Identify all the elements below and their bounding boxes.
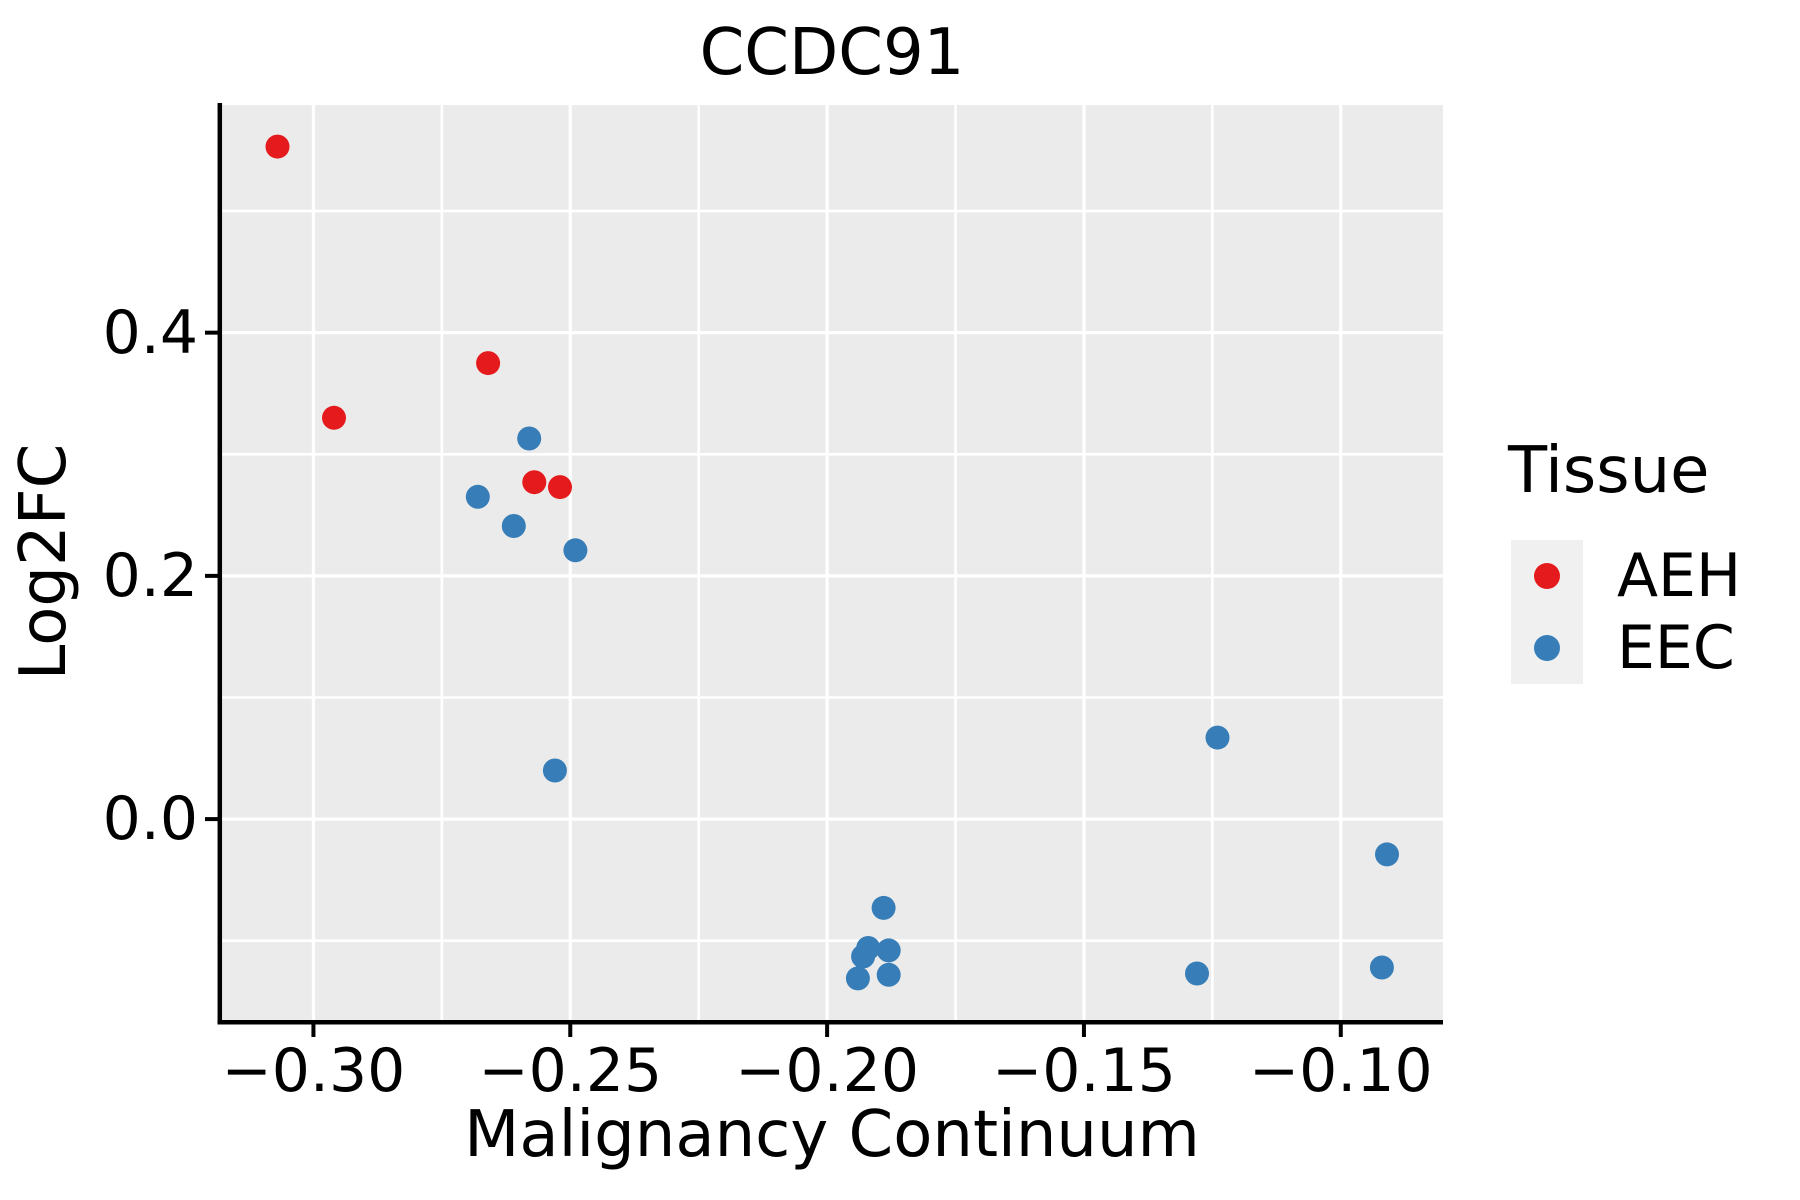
point-EEC-11	[1205, 725, 1230, 750]
point-AEH-1	[322, 405, 346, 430]
legend-key-box	[1511, 612, 1583, 684]
x-tick-label: −0.15	[992, 1036, 1176, 1106]
legend-key-box	[1511, 540, 1583, 612]
point-EEC-8	[876, 938, 901, 963]
x-tick-label: −0.25	[478, 1036, 663, 1106]
y-tick-label: 0.4	[102, 297, 198, 368]
point-EEC-2	[501, 514, 526, 538]
point-EEC-0	[517, 426, 542, 451]
chart-title: CCDC91	[699, 16, 965, 90]
plot-panel	[222, 105, 1443, 1020]
point-EEC-10	[876, 962, 901, 987]
x-tick-label: −0.20	[735, 1036, 920, 1106]
legend-marker-eec	[1534, 635, 1560, 661]
point-EEC-12	[1185, 961, 1209, 986]
point-EEC-9	[845, 966, 870, 991]
point-EEC-14	[1369, 955, 1394, 980]
point-EEC-7	[851, 944, 876, 969]
point-EEC-13	[1375, 842, 1399, 867]
legend-title: Tissue	[1508, 434, 1710, 508]
point-EEC-3	[563, 538, 588, 563]
legend-entry: EEC	[1511, 612, 1735, 684]
y-tick-label: 0.2	[102, 540, 198, 611]
x-axis-label: Malignancy Continuum	[464, 1098, 1200, 1172]
x-tick-label: −0.10	[1248, 1036, 1433, 1106]
legend-marker-aeh	[1534, 563, 1560, 589]
point-EEC-1	[465, 484, 490, 509]
y-tick-label: 0.0	[102, 784, 198, 855]
x-tick-label: −0.30	[221, 1036, 406, 1106]
y-axis-label: Log2FC	[7, 443, 81, 681]
legend-entry-label: AEH	[1617, 541, 1742, 611]
point-EEC-5	[871, 895, 896, 920]
point-EEC-4	[542, 758, 567, 783]
point-AEH-4	[548, 475, 572, 500]
point-AEH-3	[522, 470, 547, 495]
legend-entry-label: EEC	[1617, 613, 1735, 683]
legend-entry: AEH	[1511, 540, 1741, 612]
point-AEH-0	[265, 134, 290, 159]
point-AEH-2	[476, 351, 501, 376]
